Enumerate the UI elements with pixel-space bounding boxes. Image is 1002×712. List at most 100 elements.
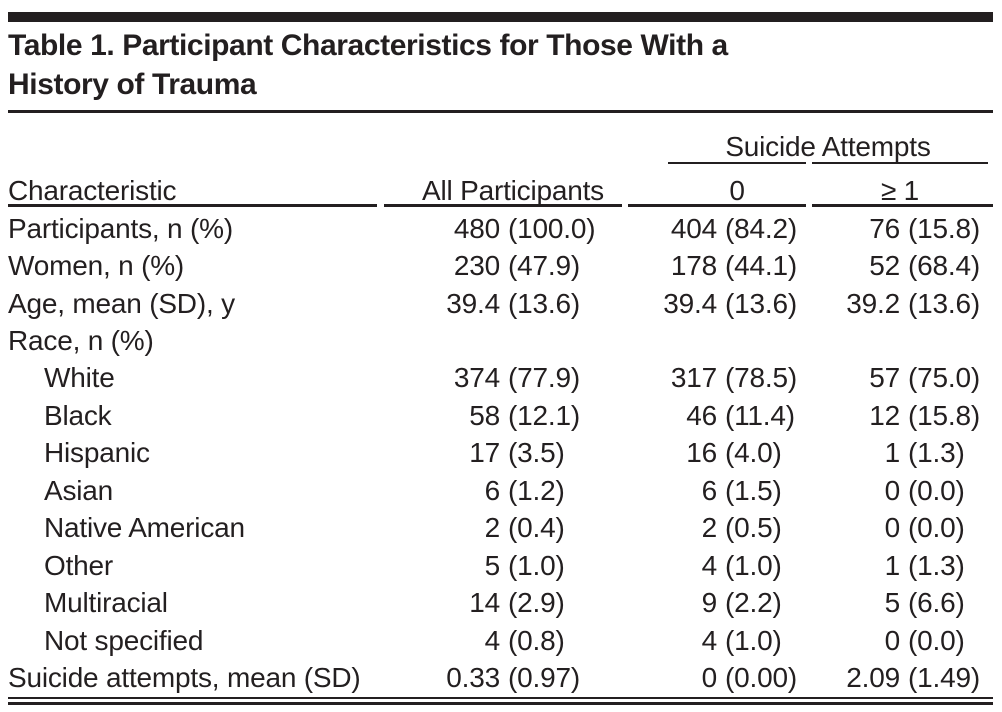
table-title-line2: History of Trauma bbox=[8, 68, 257, 101]
top-rule-bar bbox=[8, 12, 993, 22]
cell-percent: (6.6) bbox=[908, 587, 965, 619]
cell-zero-attempts: 404 (84.2) bbox=[624, 212, 808, 244]
table-rows: Participants, n (%) 480 (100.0) 404 (84.2)… bbox=[8, 210, 993, 697]
cell-percent: (13.6) bbox=[508, 287, 580, 319]
cell-count: 4 bbox=[701, 624, 718, 656]
cell-zero-attempts: 39.4 (13.6) bbox=[624, 287, 808, 319]
cell-percent: (0.8) bbox=[508, 624, 565, 656]
cell-zero-attempts: 317 (78.5) bbox=[624, 364, 808, 392]
cell-one-or-more-attempts: 1 (1.3) bbox=[808, 549, 993, 581]
cell-all-participants: 230 (47.9) bbox=[380, 252, 624, 280]
cell-zero-attempts: 4 (1.0) bbox=[624, 549, 808, 581]
cell-count: 9 bbox=[701, 587, 718, 619]
cell-zero-attempts: 46 (11.4) bbox=[624, 399, 808, 431]
cell-percent: (77.9) bbox=[508, 362, 580, 394]
cell-percent: (0.4) bbox=[508, 512, 565, 544]
cell-one-or-more-attempts: 12 (15.8) bbox=[808, 401, 993, 430]
cell-zero-attempts: 9 (2.2) bbox=[624, 589, 808, 617]
cell-percent: (12.1) bbox=[508, 399, 580, 431]
cell-count: 57 bbox=[869, 362, 900, 394]
cell-count: 46 bbox=[686, 399, 717, 431]
header-rule-segment-1 bbox=[8, 204, 377, 207]
spanner-rule-segment-left bbox=[668, 162, 806, 164]
cell-percent: (44.1) bbox=[725, 250, 797, 282]
cell-zero-attempts: 178 (44.1) bbox=[624, 252, 808, 280]
cell-all-participants: 58 (12.1) bbox=[380, 399, 624, 431]
cell-percent: (13.6) bbox=[725, 287, 797, 319]
cell-count: 4 bbox=[701, 549, 718, 581]
row-label: Women, n (%) bbox=[8, 250, 185, 282]
cell-one-or-more-attempts: 57 (75.0) bbox=[808, 364, 993, 392]
cell-count: 39.2 bbox=[846, 287, 900, 319]
cell-count: 5 bbox=[884, 587, 901, 619]
cell-one-or-more-attempts bbox=[808, 327, 993, 355]
cell-percent: (78.5) bbox=[725, 362, 797, 394]
cell-zero-attempts bbox=[624, 327, 808, 355]
title-divider-rule bbox=[8, 110, 993, 113]
cell-percent: (100.0) bbox=[508, 212, 596, 244]
column-header-characteristic: Characteristic bbox=[8, 175, 177, 206]
cell-count: 0 bbox=[884, 512, 901, 544]
cell-percent: (1.0) bbox=[725, 624, 782, 656]
row-label: Other bbox=[44, 549, 114, 581]
cell-count: 0.33 bbox=[446, 661, 500, 693]
row-label: Race, n (%) bbox=[8, 325, 154, 357]
cell-count: 404 bbox=[670, 212, 717, 244]
cell-all-participants: 39.4 (13.6) bbox=[380, 287, 624, 319]
cell-count: 480 bbox=[453, 212, 500, 244]
row-label: Suicide attempts, mean (SD) bbox=[8, 661, 361, 693]
bottom-double-rule-top bbox=[8, 697, 993, 699]
cell-all-participants: 4 (0.8) bbox=[380, 624, 624, 656]
row-label: Black bbox=[44, 399, 112, 431]
row-label: Native American bbox=[44, 512, 245, 544]
row-label: Not specified bbox=[44, 624, 204, 656]
cell-percent: (11.4) bbox=[725, 399, 795, 431]
cell-count: 230 bbox=[453, 250, 500, 282]
cell-percent: (1.0) bbox=[725, 549, 782, 581]
cell-count: 16 bbox=[686, 437, 717, 469]
cell-percent: (84.2) bbox=[725, 212, 797, 244]
cell-zero-attempts: 4 (1.0) bbox=[624, 624, 808, 656]
cell-percent: (1.49) bbox=[908, 661, 980, 693]
cell-percent: (68.4) bbox=[908, 250, 980, 282]
cell-percent: (0.0) bbox=[908, 512, 965, 544]
cell-all-participants: 6 (1.2) bbox=[380, 474, 624, 506]
cell-one-or-more-attempts: 0 (0.0) bbox=[808, 474, 993, 506]
spanner-rule-segment-right bbox=[812, 162, 988, 164]
cell-percent: (2.2) bbox=[725, 587, 782, 619]
cell-count: 6 bbox=[484, 474, 501, 506]
cell-one-or-more-attempts: 0 (0.0) bbox=[808, 514, 993, 542]
cell-one-or-more-attempts: 76 (15.8) bbox=[808, 212, 993, 244]
cell-count: 2.09 bbox=[846, 661, 900, 693]
cell-count: 374 bbox=[453, 362, 500, 394]
cell-percent: (0.0) bbox=[908, 624, 965, 656]
row-label: Hispanic bbox=[44, 437, 150, 469]
cell-count: 0 bbox=[884, 624, 901, 656]
row-label: Participants, n (%) bbox=[8, 212, 233, 244]
cell-count: 17 bbox=[469, 437, 500, 469]
row-label: Age, mean (SD), y bbox=[8, 287, 235, 319]
header-rule-segment-2 bbox=[384, 204, 622, 207]
cell-count: 2 bbox=[701, 512, 718, 544]
cell-count: 0 bbox=[884, 474, 901, 506]
cell-one-or-more-attempts: 52 (68.4) bbox=[808, 252, 993, 280]
column-header-all-participants: All Participants bbox=[422, 175, 604, 206]
cell-zero-attempts: 16 (4.0) bbox=[624, 439, 808, 467]
cell-percent: (2.9) bbox=[508, 587, 565, 619]
cell-one-or-more-attempts: 2.09 (1.49) bbox=[808, 661, 993, 693]
cell-count: 2 bbox=[484, 512, 501, 544]
cell-percent: (47.9) bbox=[508, 250, 580, 282]
cell-all-participants: 17 (3.5) bbox=[380, 439, 624, 467]
row-label: Asian bbox=[44, 474, 114, 506]
column-header-one-or-more-attempts: ≥ 1 bbox=[880, 175, 920, 206]
bottom-double-rule-bottom bbox=[8, 702, 993, 705]
column-header-zero-attempts: 0 bbox=[729, 175, 745, 206]
cell-percent: (15.8) bbox=[908, 212, 980, 244]
cell-all-participants: 2 (0.4) bbox=[380, 514, 624, 542]
cell-all-participants: 0.33 (0.97) bbox=[380, 661, 624, 693]
cell-all-participants bbox=[380, 327, 624, 355]
header-rule-segment-3 bbox=[628, 204, 806, 207]
cell-count: 1 bbox=[884, 549, 901, 581]
cell-all-participants: 5 (1.0) bbox=[380, 551, 624, 580]
cell-percent: (13.6) bbox=[908, 287, 980, 319]
